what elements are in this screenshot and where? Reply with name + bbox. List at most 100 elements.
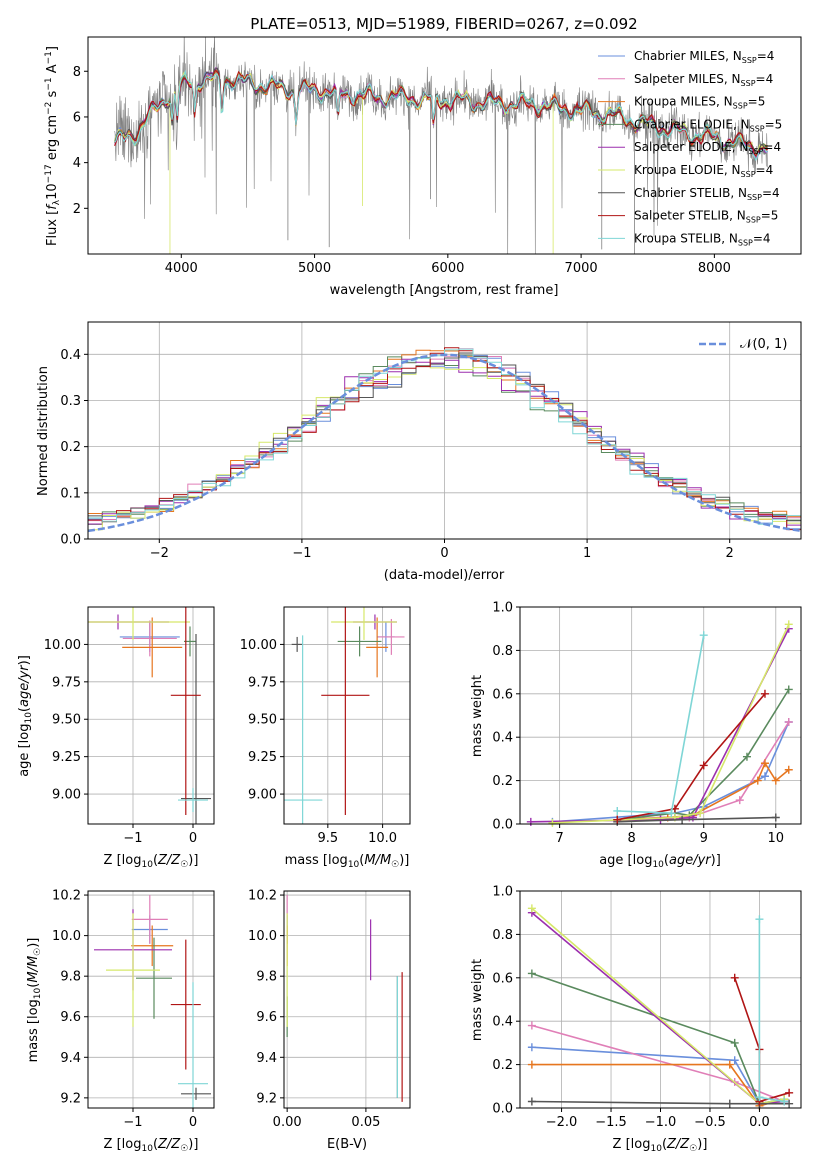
- y-tick-label: 0.4: [492, 731, 513, 746]
- y-tick-label: 10.2: [248, 889, 277, 904]
- y-tick-label: 0.0: [492, 1102, 513, 1117]
- x-tick-label: 0.05: [351, 1115, 380, 1130]
- legend-label-text: Chabrier ELODIE, N: [634, 117, 750, 131]
- weight-marker-c2: [784, 765, 793, 774]
- weight-marker-c7: [699, 761, 708, 770]
- y-tick-label: 0.3: [60, 394, 81, 409]
- legend-label-c4: Salpeter ELODIE, NSSP=4: [634, 140, 781, 156]
- weight-marker-c2: [725, 1060, 734, 1069]
- y-tick-label: 9.50: [52, 713, 81, 728]
- mwZ-x-axis-label: Z [log10(Z/Z☉)]: [613, 1137, 708, 1154]
- y-tick-label: 9.8: [256, 970, 277, 985]
- residual-histogram-panel: −2 −1 0 1 2 0.0 0.1 0.2 0.3 0.4 (data-model)/erro…: [36, 321, 802, 583]
- ageM-x-axis-label: mass [log10(M/M☉)]: [285, 853, 410, 870]
- weight-marker-c4: [526, 817, 535, 826]
- legend-subscript: SSP: [748, 147, 763, 156]
- ageZ-x-axis-label: Z [log10(Z/Z☉)]: [104, 853, 199, 870]
- weight-marker-c0: [760, 772, 769, 781]
- legend-label-c7: Salpeter STELIB, NSSP=5: [634, 209, 778, 225]
- x-tick-label: 4000: [165, 261, 198, 276]
- x-tick-label: −1.0: [645, 1115, 677, 1130]
- legend-label-c3: Chabrier ELODIE, NSSP=5: [634, 117, 782, 133]
- weight-marker-c2: [527, 1060, 536, 1069]
- x-tick-label: 7000: [565, 261, 598, 276]
- age-vs-mass-panel: 9.5 10.0 9.00 9.25 9.50 9.75 10.00 mass [log10…: [240, 606, 411, 870]
- y-tick-label: 9.75: [248, 675, 277, 690]
- massZ-x-axis-label: Z [log10(Z/Z☉)]: [104, 1137, 199, 1154]
- histogram-c8: [88, 348, 801, 525]
- y-tick-label: 0.1: [60, 486, 81, 501]
- weight-line-c8: [758, 919, 785, 1103]
- x-tick-label: 7: [555, 831, 563, 846]
- legend-subscript: SSP: [750, 124, 765, 133]
- x-tick-label: 10: [768, 831, 785, 846]
- mwAge-x-axis-label: age [log10(age/yr)]: [599, 853, 721, 870]
- weight-marker-c8: [699, 631, 708, 640]
- legend-label-c6: Chabrier STELIB, NSSP=4: [634, 186, 780, 202]
- x-tick-label: 2: [726, 546, 734, 561]
- legend-label-text: Kroupa ELODIE, N: [634, 163, 741, 177]
- legend-label-c2: Kroupa MILES, NSSP=5: [634, 95, 765, 111]
- weight-marker-c6: [785, 1099, 794, 1108]
- y-tick-label: 9.4: [256, 1051, 277, 1066]
- y-tick-label: 0.0: [492, 818, 513, 833]
- x-tick-label: 10.0: [368, 831, 397, 846]
- weight-marker-c5: [548, 818, 557, 827]
- y-tick-label: 0.2: [60, 440, 81, 455]
- legend-subscript: SSP: [747, 193, 762, 202]
- massweight-vs-metallicity-panel: −2.0 −1.5 −1.0 −0.5 0.0 0.0 0.2 0.4 0.6 0.8 1.0 Z …: [470, 885, 802, 1154]
- weight-line-c8: [617, 635, 705, 814]
- legend-count: =4: [757, 49, 775, 63]
- weight-marker-c7: [730, 973, 739, 982]
- y-tick-label: 1.0: [492, 885, 513, 900]
- x-tick-label: −2: [150, 546, 169, 561]
- x-tick-label: 8000: [698, 261, 731, 276]
- histogram-legend: 𝒩(0, 1): [699, 337, 787, 352]
- legend-subscript: SSP: [741, 79, 756, 88]
- y-tick-label: 9.25: [52, 750, 81, 765]
- weight-marker-c5: [527, 904, 536, 913]
- legend-count: =4: [756, 72, 774, 86]
- weight-line-c1: [531, 1024, 785, 1103]
- y-tick-label: 0.6: [492, 971, 513, 986]
- legend-subscript: SSP: [738, 238, 753, 247]
- y-tick-label: 10.00: [240, 638, 277, 653]
- weight-marker-c8: [667, 809, 676, 818]
- weight-marker-c1: [784, 718, 793, 727]
- weight-marker-c8: [755, 1093, 764, 1102]
- legend-subscript: SSP: [741, 170, 756, 179]
- weight-marker-c7: [785, 1088, 794, 1097]
- y-tick-label: 2: [73, 202, 81, 217]
- weight-marker-c8: [613, 806, 622, 815]
- y-tick-label: 10.2: [52, 889, 81, 904]
- weight-marker-c8: [780, 1097, 789, 1106]
- x-tick-label: 0: [189, 831, 197, 846]
- legend-label-text: Salpeter MILES, N: [634, 72, 741, 86]
- y-tick-label: 10.00: [44, 638, 81, 653]
- weight-marker-c2: [760, 759, 769, 768]
- y-tick-label: 1.0: [492, 601, 513, 616]
- y-tick-label: 9.00: [52, 788, 81, 803]
- x-tick-label: −0.5: [694, 1115, 726, 1130]
- weight-line-c0: [531, 1046, 785, 1105]
- histogram-x-axis-label: (data-model)/error: [384, 568, 505, 583]
- weight-marker-c3: [784, 685, 793, 694]
- legend-label-c5: Kroupa ELODIE, NSSP=4: [634, 163, 773, 179]
- age-vs-metallicity-panel: −1 0 9.00 9.25 9.50 9.75 10.00 Z [log10(Z/Z☉)]…: [17, 606, 215, 870]
- x-tick-label: −1: [123, 831, 142, 846]
- y-tick-label: 9.6: [256, 1010, 277, 1025]
- legend-subscript: SSP: [733, 102, 748, 111]
- legend-label-text: Salpeter STELIB, N: [634, 209, 746, 223]
- y-tick-label: 9.2: [60, 1091, 81, 1106]
- legend-label-c0: Chabrier MILES, NSSP=4: [634, 49, 774, 65]
- y-tick-label: 9.25: [248, 750, 277, 765]
- weight-line-c6: [531, 1100, 790, 1105]
- x-tick-label: 0.0: [749, 1115, 770, 1130]
- weight-line-c5: [552, 624, 790, 824]
- legend-subscript: SSP: [746, 216, 761, 225]
- y-tick-label: 9.8: [60, 970, 81, 985]
- mwZ-y-axis-label: mass weight: [470, 959, 485, 1041]
- x-tick-label: −1: [123, 1115, 142, 1130]
- x-tick-label: 0: [189, 1115, 197, 1130]
